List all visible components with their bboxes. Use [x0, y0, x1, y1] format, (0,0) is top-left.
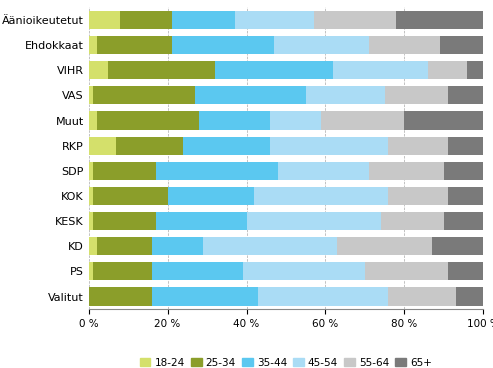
- Bar: [381, 212, 444, 230]
- Bar: [89, 237, 97, 255]
- Bar: [235, 11, 314, 29]
- Bar: [97, 36, 172, 54]
- Bar: [93, 162, 156, 180]
- Bar: [243, 262, 365, 280]
- Bar: [152, 237, 203, 255]
- Bar: [168, 187, 254, 205]
- Bar: [89, 137, 116, 155]
- Bar: [467, 61, 483, 79]
- Bar: [116, 137, 183, 155]
- Bar: [108, 61, 215, 79]
- Bar: [258, 287, 388, 305]
- Bar: [183, 137, 270, 155]
- Bar: [306, 86, 385, 105]
- Bar: [440, 36, 483, 54]
- Bar: [369, 162, 444, 180]
- Bar: [97, 112, 199, 130]
- Bar: [448, 262, 483, 280]
- Bar: [93, 86, 195, 105]
- Bar: [156, 212, 246, 230]
- Bar: [388, 187, 448, 205]
- Bar: [337, 237, 432, 255]
- Bar: [428, 61, 467, 79]
- Bar: [195, 86, 306, 105]
- Bar: [396, 11, 483, 29]
- Bar: [278, 162, 369, 180]
- Bar: [333, 61, 428, 79]
- Bar: [203, 237, 337, 255]
- Bar: [254, 187, 388, 205]
- Legend: 18-24, 25-34, 35-44, 45-54, 55-64, 65+: 18-24, 25-34, 35-44, 45-54, 55-64, 65+: [136, 354, 436, 368]
- Bar: [89, 61, 108, 79]
- Bar: [369, 36, 440, 54]
- Bar: [89, 262, 93, 280]
- Bar: [385, 86, 448, 105]
- Bar: [388, 137, 448, 155]
- Bar: [314, 11, 396, 29]
- Bar: [448, 137, 483, 155]
- Bar: [97, 237, 152, 255]
- Bar: [152, 287, 258, 305]
- Bar: [156, 162, 278, 180]
- Bar: [215, 61, 333, 79]
- Bar: [432, 237, 483, 255]
- Bar: [404, 112, 483, 130]
- Bar: [93, 187, 168, 205]
- Bar: [89, 212, 93, 230]
- Bar: [199, 112, 270, 130]
- Bar: [172, 36, 274, 54]
- Bar: [246, 212, 381, 230]
- Bar: [93, 212, 156, 230]
- Bar: [321, 112, 404, 130]
- Bar: [152, 262, 243, 280]
- Bar: [270, 137, 388, 155]
- Bar: [89, 287, 152, 305]
- Bar: [456, 287, 483, 305]
- Bar: [270, 112, 321, 130]
- Bar: [448, 86, 483, 105]
- Bar: [89, 187, 93, 205]
- Bar: [89, 112, 97, 130]
- Bar: [89, 86, 93, 105]
- Bar: [388, 287, 456, 305]
- Bar: [274, 36, 369, 54]
- Bar: [120, 11, 172, 29]
- Bar: [89, 11, 120, 29]
- Bar: [89, 162, 93, 180]
- Bar: [89, 36, 97, 54]
- Bar: [93, 262, 152, 280]
- Bar: [172, 11, 235, 29]
- Bar: [365, 262, 448, 280]
- Bar: [448, 187, 483, 205]
- Bar: [444, 162, 483, 180]
- Bar: [444, 212, 483, 230]
